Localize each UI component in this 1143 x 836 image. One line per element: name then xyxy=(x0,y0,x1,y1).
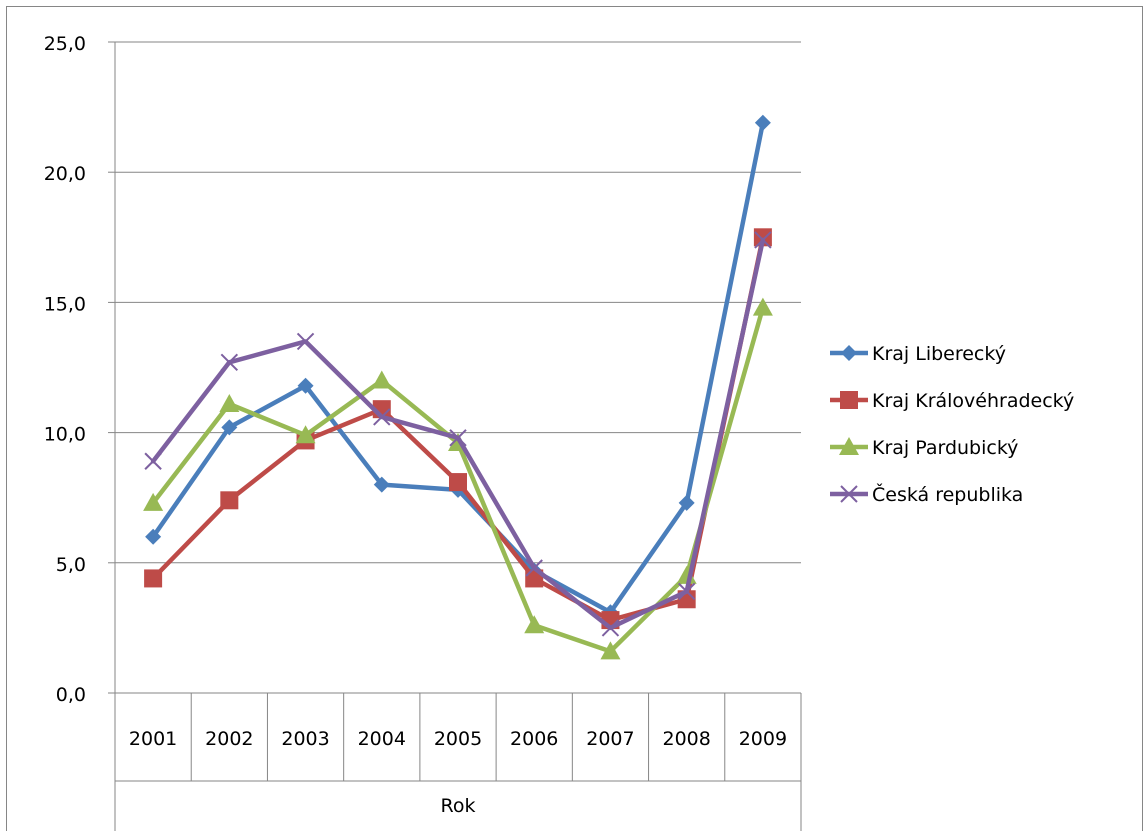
data-point-marker xyxy=(449,429,467,447)
data-point-marker xyxy=(676,565,697,584)
y-tick-label: 5,0 xyxy=(56,554,86,576)
data-point-marker xyxy=(373,476,390,493)
legend-entry: Kraj Liberecký xyxy=(830,343,1006,365)
x-tick-label: 2008 xyxy=(662,728,710,750)
data-point-marker xyxy=(754,114,771,131)
legend-entry: Česká republika xyxy=(830,482,1023,506)
data-point-marker xyxy=(841,345,857,361)
data-point-marker xyxy=(600,641,621,660)
y-tick-label: 25,0 xyxy=(44,33,86,55)
y-tick-label: 20,0 xyxy=(44,163,86,185)
x-tick-label: 2009 xyxy=(739,728,787,750)
data-point-marker xyxy=(220,353,239,371)
series-lines xyxy=(143,114,773,660)
x-tick-label: 2004 xyxy=(358,728,406,750)
x-tick-label: 2006 xyxy=(510,728,558,750)
data-point-marker xyxy=(220,491,239,510)
data-point-marker xyxy=(373,408,391,426)
x-tick-label: 2003 xyxy=(281,728,329,750)
data-point-marker xyxy=(371,370,392,389)
axes: 0,0 5,0 10,0 15,0 20,0 25,0 2001 2002 2003 2004 20… xyxy=(44,33,802,831)
data-point-marker xyxy=(144,452,162,470)
data-point-marker xyxy=(525,559,543,577)
data-point-marker xyxy=(449,473,467,492)
legend-entry: Kraj Královéhradecký xyxy=(830,390,1074,412)
data-point-marker xyxy=(678,494,695,511)
x-tick-label: 2005 xyxy=(434,728,482,750)
x-tick-label: 2007 xyxy=(586,728,634,750)
data-point-marker xyxy=(601,619,620,637)
legend-label: Kraj Liberecký xyxy=(872,343,1006,365)
data-point-marker xyxy=(839,437,859,455)
data-point-marker xyxy=(296,332,315,351)
data-point-marker xyxy=(143,492,164,511)
data-point-marker xyxy=(753,228,772,247)
legend-entry: Kraj Pardubický xyxy=(830,437,1018,459)
data-point-marker xyxy=(677,582,696,601)
data-point-marker xyxy=(524,615,545,634)
data-point-marker xyxy=(840,485,858,503)
x-tick-label: 2001 xyxy=(129,728,177,750)
data-point-marker xyxy=(221,419,238,436)
y-tick-label: 10,0 xyxy=(44,424,86,446)
data-point-marker xyxy=(840,391,858,409)
data-point-marker xyxy=(754,231,772,249)
y-tick-label: 0,0 xyxy=(56,684,86,706)
chart-border xyxy=(6,6,1143,836)
x-axis-title: Rok xyxy=(441,795,476,817)
legend: Kraj Liberecký Kraj Královéhradecký Kraj P… xyxy=(830,343,1074,506)
data-point-marker xyxy=(297,377,314,394)
data-point-marker xyxy=(145,528,162,545)
data-point-marker xyxy=(144,569,163,588)
series-3 xyxy=(144,231,772,637)
data-point-marker xyxy=(295,425,316,444)
data-point-marker xyxy=(752,297,773,316)
legend-label: Kraj Pardubický xyxy=(872,437,1018,459)
y-tick-label: 15,0 xyxy=(44,293,86,315)
data-point-marker xyxy=(219,393,240,412)
legend-label: Kraj Královéhradecký xyxy=(872,390,1074,412)
legend-label: Česká republika xyxy=(872,482,1023,506)
x-tick-label: 2002 xyxy=(205,728,253,750)
